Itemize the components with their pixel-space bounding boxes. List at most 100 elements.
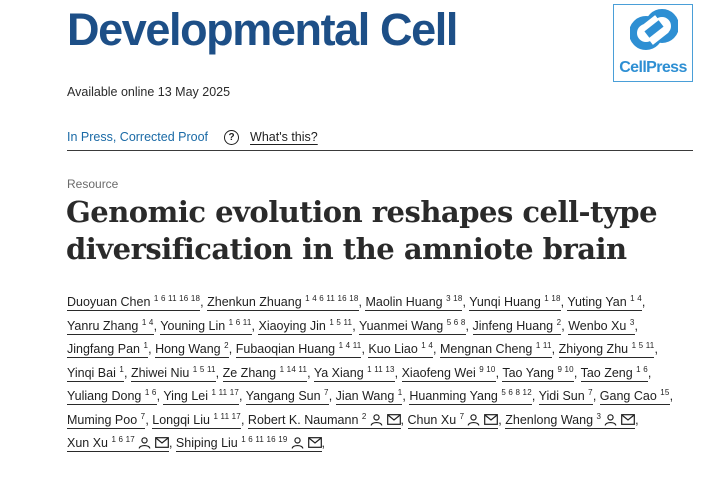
author-link[interactable]: Xiaoying Jin 1 5 11, (258, 317, 356, 335)
author-name[interactable]: Muming Poo 7 (67, 411, 146, 429)
author-link[interactable]: Yangang Sun 7, (245, 387, 332, 405)
author-link[interactable]: Yuliang Dong 1 6, (67, 387, 160, 405)
author-name[interactable]: Jingfang Pan 1 (67, 340, 149, 358)
affiliation-numbers: 1 4 11 (338, 340, 362, 350)
author-link[interactable]: Maolin Huang 3 18, (365, 293, 466, 311)
author-separator: , (228, 342, 233, 356)
author-name[interactable]: Youning Lin 1 6 11 (160, 317, 252, 335)
author-link[interactable]: Jian Wang 1, (335, 387, 406, 405)
author-link[interactable]: Mengnan Cheng 1 11, (439, 340, 555, 358)
author-link[interactable]: Shiping Liu 1 6 11 16 19, (175, 435, 325, 452)
author-name[interactable]: Shiping Liu 1 6 11 16 19 (175, 435, 322, 452)
author-link[interactable]: Zhenlong Wang 3, (505, 412, 639, 429)
author-name[interactable]: Zhenkun Zhuang 1 4 6 11 16 18 (207, 293, 359, 311)
person-icon[interactable] (291, 437, 304, 449)
author-name[interactable]: Yidi Sun 7 (538, 387, 593, 405)
author-link[interactable]: Fubaoqian Huang 1 4 11, (235, 340, 365, 358)
author-name[interactable]: Yinqi Bai 1 (67, 364, 124, 382)
author-link[interactable]: Ya Xiang 1 11 13, (313, 364, 398, 382)
author-name[interactable]: Huanming Yang 5 6 8 12 (409, 387, 532, 405)
author-separator: , (148, 342, 152, 356)
author-link[interactable]: Chun Xu 7, (407, 412, 502, 429)
author-name[interactable]: Gang Cao 15 (599, 387, 670, 405)
author-link[interactable]: Zhiyong Zhu 1 5 11, (558, 340, 658, 358)
author-name[interactable]: Yuting Yan 1 4 (567, 293, 642, 311)
envelope-icon[interactable] (155, 437, 169, 449)
author-link[interactable]: Muming Poo 7, (67, 411, 149, 429)
author-name[interactable]: Ze Zhang 1 14 11 (222, 364, 308, 382)
author-name[interactable]: Zhiyong Zhu 1 5 11 (558, 340, 655, 358)
author-separator: , (251, 318, 255, 333)
author-name[interactable]: Zhiwei Niu 1 5 11 (130, 364, 216, 382)
author-name[interactable]: Fubaoqian Huang 1 4 11 (235, 340, 362, 358)
author-name[interactable]: Wenbo Xu 3 (568, 317, 635, 335)
author-link[interactable]: Ze Zhang 1 14 11, (222, 364, 311, 382)
author-name[interactable]: Yuanmei Wang 5 6 8 (358, 317, 466, 335)
author-link[interactable]: Wenbo Xu 3, (568, 317, 638, 335)
envelope-icon[interactable] (484, 413, 499, 426)
envelope-icon[interactable] (621, 413, 636, 426)
cellpress-logo[interactable]: CellPress (613, 4, 693, 82)
author-separator: , (145, 412, 149, 427)
author-name[interactable]: Yangang Sun 7 (245, 387, 329, 405)
question-circle-icon[interactable]: ? (224, 129, 240, 145)
author-name[interactable]: Jinfeng Huang 2 (472, 317, 562, 335)
author-name[interactable]: Ya Xiang 1 11 13 (313, 364, 395, 382)
journal-title[interactable]: Developmental Cell (67, 4, 458, 55)
person-icon[interactable] (604, 413, 617, 426)
author-name[interactable]: Yanru Zhang 1 4 (67, 317, 154, 335)
author-link[interactable]: Robert K. Naumann 2, (247, 412, 404, 429)
author-link[interactable]: Huanming Yang 5 6 8 12, (409, 387, 535, 405)
author-name[interactable]: Zhenlong Wang 3 (505, 412, 636, 429)
author-name[interactable]: Xun Xu 1 6 17 (67, 435, 169, 452)
author-separator: , (402, 389, 406, 403)
author-name[interactable]: Maolin Huang 3 18 (365, 293, 463, 311)
author-link[interactable]: Tao Yang 9 10, (502, 364, 577, 382)
author-name[interactable]: Duoyuan Chen 1 6 11 16 18 (67, 293, 201, 311)
author-link[interactable]: Duoyuan Chen 1 6 11 16 18, (67, 293, 204, 311)
envelope-icon[interactable] (386, 413, 401, 426)
author-link[interactable]: Yanru Zhang 1 4, (67, 317, 157, 335)
author-name[interactable]: Robert K. Naumann 2 (247, 412, 401, 429)
author-name[interactable]: Xiaofeng Wei 9 10 (401, 364, 496, 382)
author-link[interactable]: Zhenkun Zhuang 1 4 6 11 16 18, (207, 293, 362, 311)
affiliation-numbers: 7 (588, 387, 593, 397)
author-name[interactable]: Yuliang Dong 1 6 (67, 387, 157, 405)
author-link[interactable]: Yuting Yan 1 4, (567, 293, 645, 311)
author-link[interactable]: Gang Cao 15, (599, 387, 673, 405)
author-name[interactable]: Ying Lei 1 11 17 (163, 387, 239, 405)
author-name[interactable]: Hong Wang 2 (155, 340, 229, 358)
author-link[interactable]: Zhiwei Niu 1 5 11, (130, 364, 219, 382)
author-name[interactable]: Tao Yang 9 10 (502, 364, 574, 382)
author-separator: , (634, 318, 638, 333)
author-link[interactable]: Yuanmei Wang 5 6 8, (358, 317, 469, 335)
author-link[interactable]: Youning Lin 1 6 11, (160, 317, 255, 335)
author-link[interactable]: Kuo Liao 1 4, (368, 340, 436, 358)
author-link[interactable]: Jingfang Pan 1, (67, 340, 152, 358)
person-icon[interactable] (138, 437, 151, 449)
affiliation-numbers: 1 4 (630, 293, 642, 303)
author-name[interactable]: Yunqi Huang 1 18 (469, 293, 561, 311)
author-name[interactable]: Tao Zeng 1 6 (580, 364, 648, 382)
author-link[interactable]: Hong Wang 2, (155, 340, 233, 358)
person-icon[interactable] (467, 413, 480, 426)
author-name[interactable]: Xiaoying Jin 1 5 11 (258, 317, 353, 335)
author-name[interactable]: Mengnan Cheng 1 11 (439, 340, 552, 358)
author-name[interactable]: Longqi Liu 1 11 17 (152, 411, 241, 429)
author-link[interactable]: Jinfeng Huang 2, (472, 317, 565, 335)
author-link[interactable]: Ying Lei 1 11 17, (163, 387, 242, 405)
author-link[interactable]: Longqi Liu 1 11 17, (152, 411, 244, 429)
author-link[interactable]: Xun Xu 1 6 17, (67, 435, 172, 452)
author-name[interactable]: Kuo Liao 1 4 (368, 340, 433, 358)
author-link[interactable]: Tao Zeng 1 6, (580, 364, 651, 382)
author-link[interactable]: Yidi Sun 7, (538, 387, 596, 405)
affiliation-numbers: 1 11 17 (213, 411, 241, 421)
envelope-icon[interactable] (307, 437, 322, 449)
author-link[interactable]: Yinqi Bai 1, (67, 364, 127, 382)
author-link[interactable]: Yunqi Huang 1 18, (469, 293, 564, 311)
author-link[interactable]: Xiaofeng Wei 9 10, (401, 364, 499, 382)
whats-this-link[interactable]: What's this? (250, 130, 318, 144)
author-name[interactable]: Jian Wang 1 (335, 387, 403, 405)
person-icon[interactable] (370, 413, 383, 426)
author-name[interactable]: Chun Xu 7 (407, 412, 499, 429)
